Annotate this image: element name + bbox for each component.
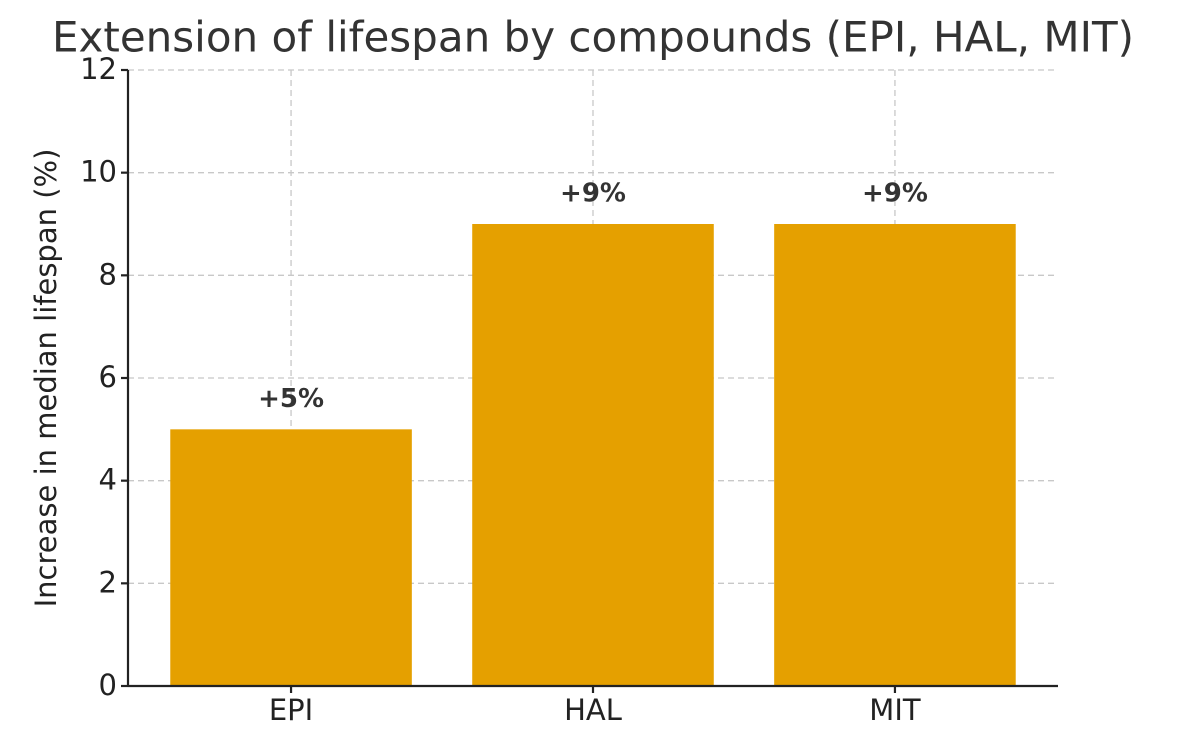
y-tick-label: 0: [99, 668, 117, 702]
x-tick-label: HAL: [564, 693, 622, 727]
y-axis-label: Increase in median lifespan (%): [29, 149, 63, 608]
value-label: +9%: [560, 179, 626, 209]
value-label: +9%: [862, 179, 928, 209]
y-tick-label: 12: [80, 52, 117, 86]
y-tick-label: 2: [99, 565, 117, 599]
value-label: +5%: [258, 384, 324, 414]
bar: [472, 224, 714, 686]
y-tick-label: 10: [80, 155, 117, 189]
chart-title: Extension of lifespan by compounds (EPI,…: [52, 13, 1134, 62]
y-tick-label: 4: [99, 463, 117, 497]
y-tick-label: 8: [99, 257, 117, 291]
bar: [170, 429, 412, 686]
x-tick-label: MIT: [869, 693, 921, 727]
bar: [774, 224, 1016, 686]
y-tick-label: 6: [99, 360, 117, 394]
x-tick-label: EPI: [269, 693, 313, 727]
